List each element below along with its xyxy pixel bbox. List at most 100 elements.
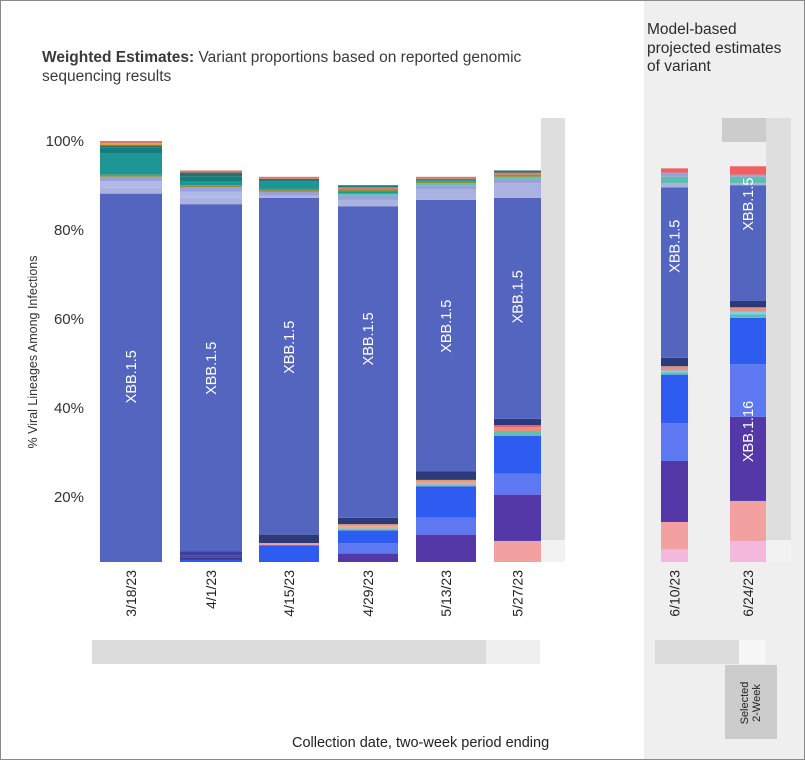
bar-segment[interactable] xyxy=(494,176,541,179)
bar-segment[interactable] xyxy=(259,195,319,198)
bar-segment[interactable] xyxy=(730,300,766,308)
bar-segment[interactable] xyxy=(180,172,242,177)
bar-segment[interactable] xyxy=(730,500,766,541)
bar-segment[interactable] xyxy=(338,185,398,188)
bar-segment[interactable] xyxy=(180,555,242,558)
bar-segment[interactable] xyxy=(416,199,476,472)
bar-segment[interactable] xyxy=(730,314,766,318)
bar-segment[interactable] xyxy=(494,435,541,474)
bar-segment[interactable] xyxy=(661,549,688,562)
bar-segment[interactable] xyxy=(416,484,476,487)
bar-segment[interactable] xyxy=(416,183,476,186)
bar-segment[interactable] xyxy=(494,418,541,426)
bar-segment[interactable] xyxy=(180,185,242,188)
bar-segment[interactable] xyxy=(416,482,476,485)
bar-segment[interactable] xyxy=(730,185,766,301)
bar-segment[interactable] xyxy=(259,189,319,192)
bar-segment[interactable] xyxy=(730,540,766,562)
bar-segment[interactable] xyxy=(661,357,688,367)
bar-segment[interactable] xyxy=(416,486,476,518)
bar-segment[interactable] xyxy=(416,178,476,181)
bar-segment[interactable] xyxy=(494,197,541,419)
bar-segment[interactable] xyxy=(338,553,398,562)
bar-segment[interactable] xyxy=(661,370,688,373)
bar-segment[interactable] xyxy=(338,193,398,196)
bar-segment[interactable] xyxy=(661,460,688,523)
bar-segment[interactable] xyxy=(100,176,162,181)
bar-segment[interactable] xyxy=(494,178,541,184)
bar-segment[interactable] xyxy=(100,180,162,188)
bar-segment[interactable] xyxy=(180,191,242,198)
bar-segment[interactable] xyxy=(338,187,398,190)
selected-period-cell[interactable] xyxy=(725,665,777,739)
bar-segment[interactable] xyxy=(100,145,162,148)
bar-segment[interactable] xyxy=(661,372,688,375)
bar-segment[interactable] xyxy=(100,187,162,194)
bar-segment[interactable] xyxy=(259,180,319,190)
bar-segment[interactable] xyxy=(100,147,162,154)
bar-segment[interactable] xyxy=(416,189,476,200)
bar-segment[interactable] xyxy=(494,183,541,198)
bar-segment[interactable] xyxy=(730,317,766,365)
bar-segment[interactable] xyxy=(416,534,476,562)
bar-segment[interactable] xyxy=(259,191,319,196)
bar-segment[interactable] xyxy=(338,195,398,200)
bar-segment[interactable] xyxy=(494,540,541,562)
bar-segment[interactable] xyxy=(661,187,688,358)
bar-segment[interactable] xyxy=(661,168,688,173)
bar-segment[interactable] xyxy=(661,522,688,550)
bar-segment[interactable] xyxy=(494,174,541,177)
bar-segment[interactable] xyxy=(416,479,476,483)
bar-segment[interactable] xyxy=(100,141,162,144)
bar-segment[interactable] xyxy=(730,174,766,177)
bar-segment[interactable] xyxy=(338,530,398,544)
bar-segment[interactable] xyxy=(494,425,541,428)
bar-segment[interactable] xyxy=(259,545,319,562)
bar-segment[interactable] xyxy=(494,427,541,432)
bar-segment[interactable] xyxy=(730,307,766,312)
bar-segment[interactable] xyxy=(416,176,476,179)
bar-segment[interactable] xyxy=(180,557,242,560)
bar-segment[interactable] xyxy=(661,374,688,424)
bar-segment[interactable] xyxy=(416,471,476,480)
bar-segment[interactable] xyxy=(180,180,242,186)
bar-segment[interactable] xyxy=(180,551,242,556)
bar-segment[interactable] xyxy=(338,206,398,518)
bar-segment[interactable] xyxy=(100,143,162,146)
bar-segment[interactable] xyxy=(416,517,476,535)
bar-segment[interactable] xyxy=(338,191,398,194)
bar-segment[interactable] xyxy=(494,170,541,173)
bar-segment[interactable] xyxy=(661,366,688,371)
bar-segment[interactable] xyxy=(416,185,476,190)
bar-segment[interactable] xyxy=(338,524,398,527)
bar-segment[interactable] xyxy=(494,172,541,175)
bar-segment[interactable] xyxy=(661,183,688,188)
bar-segment[interactable] xyxy=(730,176,766,184)
bar-segment[interactable] xyxy=(338,528,398,531)
bar-segment[interactable] xyxy=(180,187,242,192)
bar-segment[interactable] xyxy=(494,473,541,495)
bar-segment[interactable] xyxy=(661,176,688,184)
bar-segment[interactable] xyxy=(259,534,319,544)
bar-segment[interactable] xyxy=(180,170,242,173)
bar-segment[interactable] xyxy=(100,153,162,175)
bar-segment[interactable] xyxy=(180,197,242,205)
bar-segment[interactable] xyxy=(259,178,319,181)
bar-segment[interactable] xyxy=(338,543,398,554)
bar-segment[interactable] xyxy=(730,416,766,501)
bar-segment[interactable] xyxy=(730,364,766,417)
bar-segment[interactable] xyxy=(100,193,162,562)
bar-segment[interactable] xyxy=(494,431,541,436)
projection-scroll-track[interactable] xyxy=(655,640,739,664)
bar-segment[interactable] xyxy=(338,199,398,207)
bar-segment[interactable] xyxy=(338,526,398,529)
bar-segment[interactable] xyxy=(730,183,766,186)
bar-segment[interactable] xyxy=(180,176,242,181)
bar-segment[interactable] xyxy=(259,197,319,535)
bar-segment[interactable] xyxy=(661,423,688,461)
bar-segment[interactable] xyxy=(259,543,319,546)
bar-segment[interactable] xyxy=(730,166,766,175)
bar-segment[interactable] xyxy=(180,204,242,552)
bar-segment[interactable] xyxy=(416,180,476,184)
bar-segment[interactable] xyxy=(338,517,398,525)
